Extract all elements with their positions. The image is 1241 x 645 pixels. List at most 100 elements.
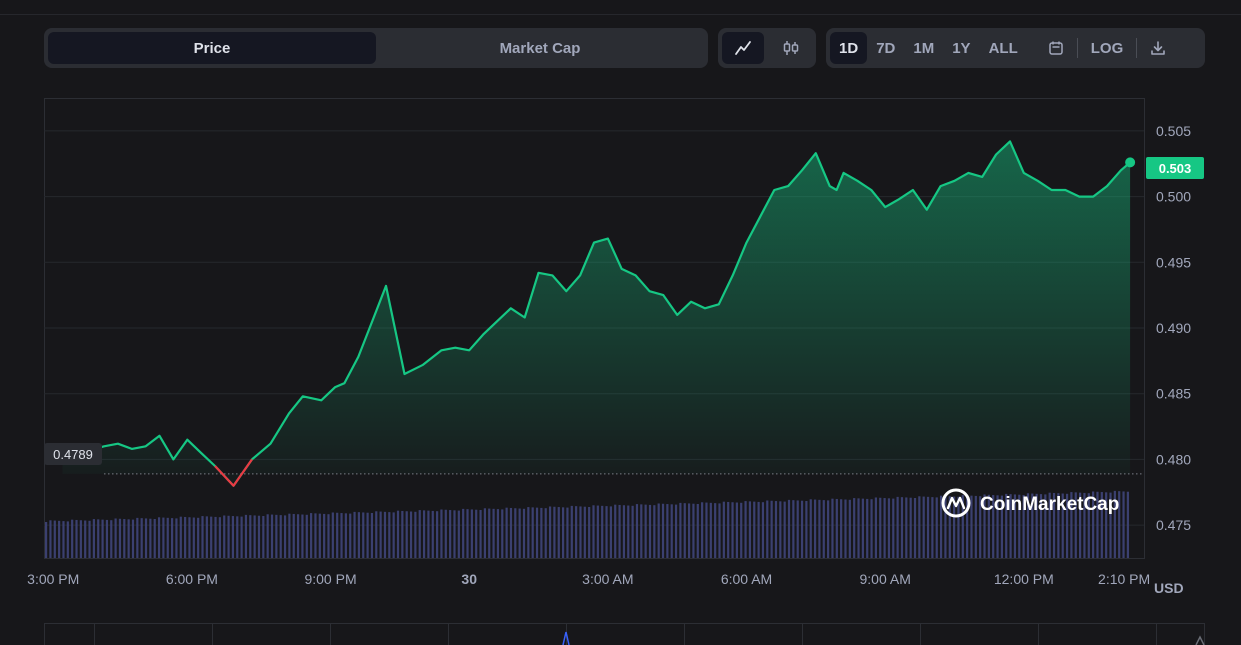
volume-bar <box>679 502 682 558</box>
volume-bar <box>236 516 239 558</box>
volume-bar <box>670 504 673 558</box>
volume-bar <box>900 497 904 558</box>
volume-bar <box>301 514 304 558</box>
volume-bar <box>640 504 643 558</box>
volume-bar <box>931 497 934 558</box>
volume-bar <box>748 501 752 558</box>
tab-price[interactable]: Price <box>48 32 376 64</box>
volume-bar <box>214 516 217 558</box>
volume-bar <box>327 514 330 558</box>
volume-bar <box>722 501 725 558</box>
x-tick-label: 12:00 PM <box>994 571 1054 587</box>
volume-bar <box>292 513 295 558</box>
volume-bar <box>579 506 582 558</box>
volume-bar <box>223 515 226 558</box>
calendar-button[interactable] <box>1039 32 1073 64</box>
volume-bar <box>118 518 122 558</box>
candlestick-icon <box>783 41 799 55</box>
volume-bar <box>753 501 756 558</box>
volume-bar <box>110 520 113 558</box>
volume-bar <box>123 519 126 558</box>
volume-bar <box>466 509 469 558</box>
volume-bar <box>766 500 769 558</box>
volume-bar <box>401 510 404 558</box>
volume-bar <box>718 503 721 558</box>
volume-bar <box>279 515 282 558</box>
volume-bar <box>244 514 248 558</box>
volume-bar <box>953 496 956 558</box>
volume-bar <box>49 520 52 558</box>
volume-bar <box>101 519 104 558</box>
volume-bar <box>961 495 964 558</box>
volume-bar <box>253 515 256 558</box>
volume-bar <box>657 503 660 558</box>
volume-bar <box>1044 494 1047 558</box>
volume-bar <box>166 517 169 558</box>
volume-bar <box>479 510 482 558</box>
range-7d-button[interactable]: 7D <box>876 39 896 57</box>
volume-bar <box>792 500 795 558</box>
volume-bar <box>957 496 960 558</box>
range-1m-button[interactable]: 1M <box>913 39 935 57</box>
volume-bar <box>674 504 678 558</box>
volume-bar <box>926 496 930 558</box>
volume-bar <box>127 519 130 558</box>
volume-bar <box>1087 493 1090 558</box>
volume-bar <box>149 518 152 558</box>
volume-bar <box>518 508 521 558</box>
volume-bar <box>53 520 56 558</box>
volume-bar <box>800 500 804 558</box>
tab-market-cap[interactable]: Market Cap <box>499 39 581 57</box>
volume-bar <box>761 502 765 558</box>
volume-bar <box>1005 493 1008 558</box>
volume-bar <box>653 505 656 558</box>
volume-bar <box>1026 493 1030 558</box>
range-1y-button[interactable]: 1Y <box>952 39 971 57</box>
y-tick-label: 0.475 <box>1156 517 1191 533</box>
volume-bar <box>992 495 995 558</box>
volume-bar <box>544 508 547 558</box>
volume-bar <box>540 507 543 558</box>
volume-bar <box>770 500 773 558</box>
volume-bar <box>266 514 269 558</box>
volume-bar <box>870 499 873 558</box>
volume-bar <box>357 512 361 558</box>
volume-bar <box>1013 494 1017 558</box>
volume-bar <box>1070 492 1073 558</box>
range-all-button[interactable]: ALL <box>988 39 1018 57</box>
line-chart-button[interactable] <box>722 32 764 64</box>
volume-bar <box>840 499 843 558</box>
download-button[interactable] <box>1141 32 1175 64</box>
range-separator <box>1136 38 1138 58</box>
volume-bar <box>457 510 460 558</box>
volume-bar <box>557 507 560 558</box>
volume-bar <box>1109 492 1112 558</box>
volume-bar <box>366 512 369 558</box>
volume-bar <box>84 520 87 558</box>
volume-bar <box>583 506 586 558</box>
volume-bar <box>883 498 886 558</box>
volume-bar <box>948 496 951 558</box>
volume-bar <box>436 511 439 558</box>
volume-bar <box>562 507 565 558</box>
volume-bar <box>505 507 508 558</box>
price-area <box>62 141 1131 486</box>
volume-bar <box>714 503 717 558</box>
volume-bar <box>575 506 578 558</box>
volume-bar <box>774 501 778 558</box>
price-marketcap-toggle: Price Market Cap <box>44 28 708 68</box>
candlestick-button[interactable] <box>770 32 812 64</box>
volume-bar <box>553 506 556 558</box>
volume-bar <box>740 502 743 558</box>
log-scale-button[interactable]: LOG <box>1090 39 1124 57</box>
volume-bar <box>197 517 200 558</box>
line-chart-icon <box>735 41 751 55</box>
range-1d-button[interactable]: 1D <box>830 32 868 64</box>
volume-bar <box>353 511 356 558</box>
volume-bar <box>687 503 691 558</box>
volume-bar <box>1118 491 1121 558</box>
volume-bar <box>227 515 230 558</box>
volume-bar <box>231 516 235 558</box>
y-tick-label: 0.505 <box>1156 123 1191 139</box>
